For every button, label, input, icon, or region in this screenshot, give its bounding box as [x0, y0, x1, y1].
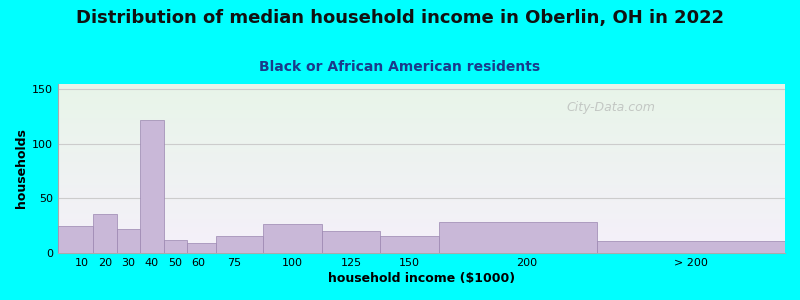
Bar: [58, 226, 94, 253]
X-axis label: household income ($1000): household income ($1000): [328, 272, 515, 285]
Text: Distribution of median household income in Oberlin, OH in 2022: Distribution of median household income …: [76, 9, 724, 27]
Bar: [263, 224, 322, 253]
Bar: [439, 222, 598, 253]
Bar: [216, 236, 263, 253]
Bar: [117, 229, 140, 253]
Bar: [94, 214, 117, 253]
Y-axis label: households: households: [15, 128, 28, 208]
Text: City-Data.com: City-Data.com: [567, 101, 656, 114]
Bar: [598, 241, 785, 253]
Bar: [163, 240, 187, 253]
Bar: [381, 236, 439, 253]
Text: Black or African American residents: Black or African American residents: [259, 60, 541, 74]
Bar: [140, 120, 163, 253]
Bar: [187, 243, 216, 253]
Bar: [322, 231, 381, 253]
